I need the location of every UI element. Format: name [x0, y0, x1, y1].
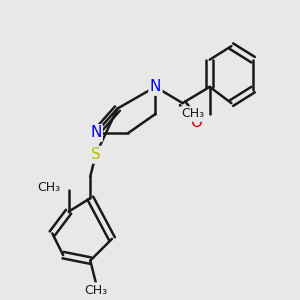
Text: CH₃: CH₃ [84, 284, 107, 297]
Text: O: O [190, 115, 202, 130]
Text: N: N [90, 125, 101, 140]
Text: CH₃: CH₃ [181, 107, 204, 121]
Text: CH₃: CH₃ [37, 181, 60, 194]
Text: N: N [150, 80, 161, 94]
Text: S: S [91, 147, 100, 162]
